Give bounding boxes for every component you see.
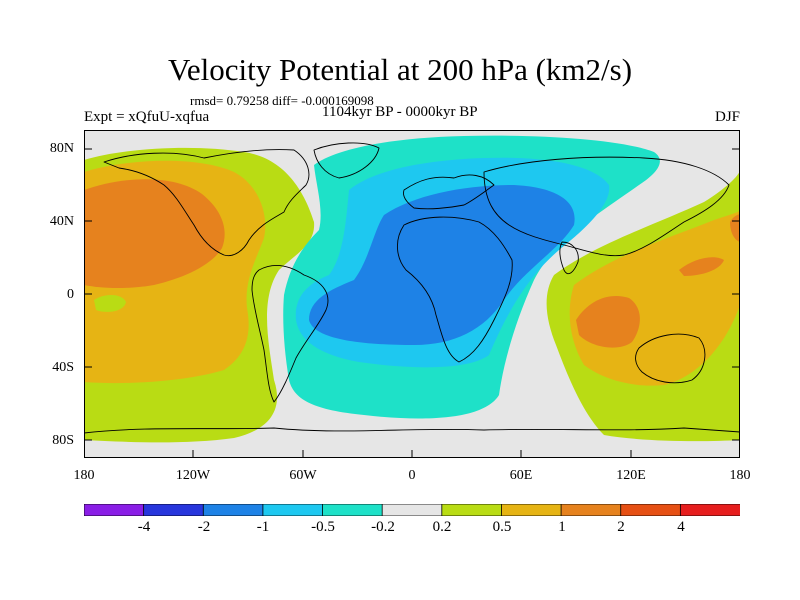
coast-australia <box>635 333 706 384</box>
lon-tick-120w: 120W <box>175 468 211 483</box>
colorbar-segment <box>322 504 384 516</box>
contour-west-1 <box>84 179 225 289</box>
experiment-label: Expt = xQfuU-xqfua <box>84 109 210 125</box>
colorbar-label: 4 <box>677 519 685 535</box>
map-ticks <box>84 148 740 458</box>
coast-greenland <box>313 142 380 179</box>
colorbar-label: 0.5 <box>492 519 512 535</box>
period-label: 1104kyr BP - 0000kyr BP <box>322 104 478 120</box>
coast-asia <box>483 156 730 257</box>
colorbar-label: -4 <box>137 519 151 535</box>
lon-tick-120e: 120E <box>616 468 646 483</box>
colorbar-label: -0.2 <box>371 519 395 535</box>
colorbar-label: 1 <box>558 519 566 535</box>
lon-tick-60e: 60E <box>509 468 533 483</box>
coast-africa <box>397 216 513 363</box>
colorbar-segment <box>262 504 324 516</box>
velocity-potential-map <box>84 130 740 458</box>
contour-east-1 <box>576 296 640 348</box>
colorbar-label: -2 <box>197 519 211 535</box>
lon-tick-60w: 60W <box>289 468 317 483</box>
colorbar <box>84 504 740 516</box>
coastlines <box>84 142 740 434</box>
colorbar-segment <box>381 504 443 516</box>
colorbar-segment <box>679 504 740 516</box>
lon-tick-180e: 180 <box>729 468 751 483</box>
colorbar-segment <box>501 504 562 516</box>
colorbar-segment <box>620 504 682 516</box>
colorbar-label: 2 <box>617 519 625 535</box>
lat-tick-40s: 40S <box>52 360 74 375</box>
colorbar-segment <box>84 504 145 516</box>
stats-line: rmsd= 0.79258 diff= -0.000169098 <box>190 93 374 108</box>
coast-india <box>559 241 579 275</box>
coast-europe <box>403 174 495 210</box>
colorbar-label: -0.5 <box>311 519 335 535</box>
lat-tick-40n: 40N <box>49 214 74 229</box>
season-label: DJF <box>714 109 740 125</box>
colorbar-segment <box>202 504 264 516</box>
colorbar-segment <box>441 504 503 516</box>
lon-tick-0: 0 <box>408 468 416 483</box>
lat-tick-80n: 80N <box>49 141 74 156</box>
colorbar-segment <box>560 504 622 516</box>
lat-tick-80s: 80S <box>52 433 74 448</box>
coast-north-america <box>103 149 310 257</box>
coast-antarctica <box>84 427 740 434</box>
colorbar-label: -1 <box>256 519 270 535</box>
lat-tick-0: 0 <box>67 287 74 302</box>
colorbar-label: 0.2 <box>432 519 452 535</box>
lon-tick-180w: 180 <box>73 468 95 483</box>
coast-south-america <box>251 264 329 403</box>
contour-east-1-b <box>679 257 724 276</box>
plot-title: Velocity Potential at 200 hPa (km2/s) <box>167 52 633 87</box>
colorbar-segment <box>143 504 205 516</box>
contour-west-0.2-patch <box>94 294 126 312</box>
